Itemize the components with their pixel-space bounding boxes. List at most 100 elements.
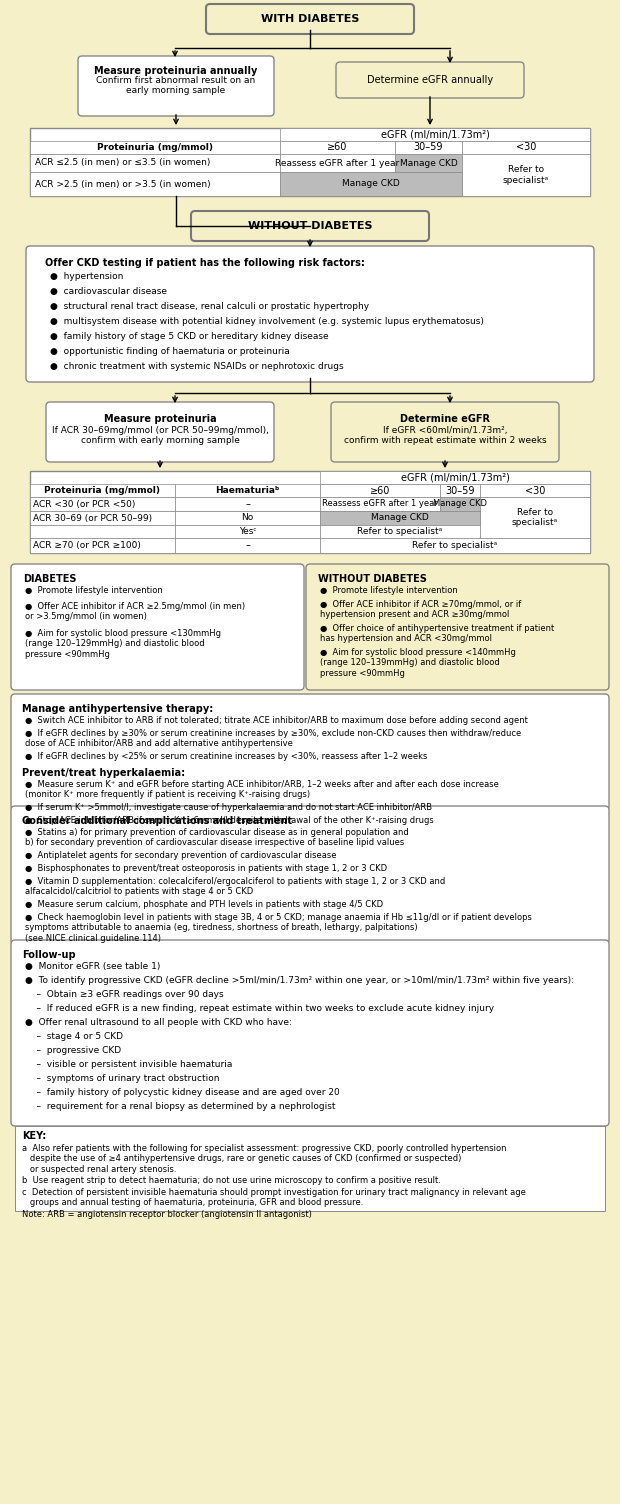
Text: WITHOUT DIABETES: WITHOUT DIABETES	[248, 221, 372, 232]
Bar	[30, 171, 280, 196]
Text: Manage CKD: Manage CKD	[342, 179, 400, 188]
Text: ●  To identify progressive CKD (eGFR decline >5ml/min/1.73m² within one year, or: ● To identify progressive CKD (eGFR decl…	[25, 976, 574, 985]
Bar	[462, 141, 590, 153]
Text: a  Also refer patients with the following for specialist assessment: progressive: a Also refer patients with the following…	[22, 1145, 507, 1173]
Text: 30–59: 30–59	[414, 143, 443, 152]
Text: –  stage 4 or 5 CKD: – stage 4 or 5 CKD	[25, 1032, 123, 1041]
Text: b  Use reagent strip to detect haematuria; do not use urine microscopy to confir: b Use reagent strip to detect haematuria…	[22, 1176, 441, 1185]
Text: Measure proteinuria annually: Measure proteinuria annually	[94, 66, 258, 77]
Text: Measure proteinuria: Measure proteinuria	[104, 414, 216, 424]
Text: –  visible or persistent invisible haematuria: – visible or persistent invisible haemat…	[25, 1060, 233, 1069]
Text: Yesᶜ: Yesᶜ	[239, 526, 256, 535]
Text: ●  Statins a) for primary prevention of cardiovascular disease as in general pop: ● Statins a) for primary prevention of c…	[25, 829, 409, 847]
Text: ●  chronic treatment with systemic NSAIDs or nephrotoxic drugs: ● chronic treatment with systemic NSAIDs…	[50, 362, 343, 371]
Bar	[30, 496, 175, 511]
Text: c  Detection of persistent invisible haematuria should prompt investigation for : c Detection of persistent invisible haem…	[22, 1188, 526, 1208]
Bar	[440, 484, 480, 496]
Bar	[30, 538, 175, 553]
Bar	[30, 141, 280, 153]
Text: 30–59: 30–59	[445, 486, 475, 495]
Text: ●  If eGFR declines by ≥30% or serum creatinine increases by ≥30%, exclude non-C: ● If eGFR declines by ≥30% or serum crea…	[25, 729, 521, 749]
Text: ●  Measure serum calcium, phosphate and PTH levels in patients with stage 4/5 CK: ● Measure serum calcium, phosphate and P…	[25, 899, 383, 908]
Bar	[480, 496, 590, 538]
FancyBboxPatch shape	[306, 564, 609, 690]
Bar	[440, 496, 480, 511]
FancyBboxPatch shape	[26, 247, 594, 382]
Text: ACR <30 (or PCR <50): ACR <30 (or PCR <50)	[33, 499, 135, 508]
Bar	[480, 484, 590, 496]
Text: Manage CKD: Manage CKD	[371, 513, 429, 522]
Text: ≥60: ≥60	[327, 143, 348, 152]
Text: ●  Monitor eGFR (see table 1): ● Monitor eGFR (see table 1)	[25, 963, 161, 972]
Bar	[175, 484, 320, 496]
FancyBboxPatch shape	[336, 62, 524, 98]
Text: <30: <30	[516, 143, 536, 152]
Text: Consider additional complications and treatment: Consider additional complications and tr…	[22, 817, 292, 826]
Bar	[30, 471, 590, 553]
Text: Proteinuria (mg/mmol): Proteinuria (mg/mmol)	[45, 486, 161, 495]
Bar	[30, 511, 175, 525]
Text: –: –	[245, 499, 250, 508]
Text: No: No	[241, 513, 254, 522]
FancyBboxPatch shape	[11, 693, 609, 811]
Bar	[30, 525, 175, 538]
Text: Prevent/treat hyperkalaemia:: Prevent/treat hyperkalaemia:	[22, 769, 185, 778]
Text: Offer CKD testing if patient has the following risk factors:: Offer CKD testing if patient has the fol…	[45, 259, 365, 268]
FancyBboxPatch shape	[11, 564, 304, 690]
Text: –  requirement for a renal biopsy as determined by a nephrologist: – requirement for a renal biopsy as dete…	[25, 1102, 335, 1111]
Bar	[462, 153, 590, 196]
Text: ≥60: ≥60	[370, 486, 390, 495]
Bar	[280, 128, 590, 141]
Text: ●  Promote lifestyle intervention: ● Promote lifestyle intervention	[320, 587, 458, 596]
Text: –  progressive CKD: – progressive CKD	[25, 1045, 121, 1054]
Bar	[320, 484, 440, 496]
Bar	[175, 538, 320, 553]
Bar	[30, 484, 175, 496]
Text: <30: <30	[525, 486, 545, 495]
Text: eGFR (ml/min/1.73m²): eGFR (ml/min/1.73m²)	[381, 129, 489, 140]
Text: ●  Vitamin D supplementation: colecalciferol/ergocalciferol to patients with sta: ● Vitamin D supplementation: colecalcife…	[25, 877, 445, 896]
FancyBboxPatch shape	[78, 56, 274, 116]
Text: Refer to specialistᵃ: Refer to specialistᵃ	[357, 526, 443, 535]
Bar	[395, 153, 462, 171]
Text: ●  cardiovascular disease: ● cardiovascular disease	[50, 287, 167, 296]
Text: ●  Measure serum K⁺ and eGFR before starting ACE inhibitor/ARB, 1–2 weeks after : ● Measure serum K⁺ and eGFR before start…	[25, 781, 499, 800]
Bar	[320, 511, 480, 525]
FancyBboxPatch shape	[46, 402, 274, 462]
Bar	[320, 496, 440, 511]
Text: Refer to specialistᵃ: Refer to specialistᵃ	[412, 541, 498, 550]
Text: If ACR 30–69mg/mmol (or PCR 50–99mg/mmol),
confirm with early morning sample: If ACR 30–69mg/mmol (or PCR 50–99mg/mmol…	[51, 426, 268, 445]
Text: ●  Switch ACE inhibitor to ARB if not tolerated; titrate ACE inhibitor/ARB to ma: ● Switch ACE inhibitor to ARB if not tol…	[25, 716, 528, 725]
Text: ●  If serum K⁺ >5mmol/l, investigate cause of hyperkalaemia and do not start ACE: ● If serum K⁺ >5mmol/l, investigate caus…	[25, 803, 432, 812]
Text: ●  Bisphosphonates to prevent/treat osteoporosis in patients with stage 1, 2 or : ● Bisphosphonates to prevent/treat osteo…	[25, 863, 387, 872]
Text: Refer to
specialistᵃ: Refer to specialistᵃ	[503, 165, 549, 185]
Text: Manage antihypertensive therapy:: Manage antihypertensive therapy:	[22, 704, 213, 714]
Text: Manage CKD: Manage CKD	[433, 499, 487, 508]
Text: ●  Check haemoglobin level in patients with stage 3B, 4 or 5 CKD; manage anaemia: ● Check haemoglobin level in patients wi…	[25, 913, 532, 943]
Text: –  symptoms of urinary tract obstruction: – symptoms of urinary tract obstruction	[25, 1074, 219, 1083]
FancyBboxPatch shape	[331, 402, 559, 462]
Text: Haematuriaᵇ: Haematuriaᵇ	[215, 486, 280, 495]
Text: Reassess eGFR after 1 year: Reassess eGFR after 1 year	[275, 158, 400, 167]
Text: DIABETES: DIABETES	[23, 575, 76, 584]
Bar	[320, 538, 590, 553]
Text: eGFR (ml/min/1.73m²): eGFR (ml/min/1.73m²)	[401, 472, 510, 483]
Text: Refer to
specialistᵃ: Refer to specialistᵃ	[512, 508, 558, 528]
Text: ●  Offer renal ultrasound to all people with CKD who have:: ● Offer renal ultrasound to all people w…	[25, 1018, 292, 1027]
Text: WITHOUT DIABETES: WITHOUT DIABETES	[318, 575, 427, 584]
Text: ACR 30–69 (or PCR 50–99): ACR 30–69 (or PCR 50–99)	[33, 513, 152, 522]
Text: ACR >2.5 (in men) or >3.5 (in women): ACR >2.5 (in men) or >3.5 (in women)	[35, 179, 211, 188]
Bar	[175, 525, 320, 538]
Text: WITH DIABETES: WITH DIABETES	[261, 14, 359, 24]
Bar	[15, 1126, 605, 1211]
Text: ●  Offer ACE inhibitor if ACR ≥2.5mg/mmol (in men)
or >3.5mg/mmol (in women): ● Offer ACE inhibitor if ACR ≥2.5mg/mmol…	[25, 602, 245, 621]
Bar	[280, 153, 395, 171]
Text: ●  opportunistic finding of haematuria or proteinuria: ● opportunistic finding of haematuria or…	[50, 347, 290, 356]
Text: Follow-up: Follow-up	[22, 951, 76, 960]
Text: ACR ≥70 (or PCR ≥100): ACR ≥70 (or PCR ≥100)	[33, 541, 141, 550]
FancyBboxPatch shape	[206, 5, 414, 35]
Bar	[175, 511, 320, 525]
Text: Proteinuria (mg/mmol): Proteinuria (mg/mmol)	[97, 143, 213, 152]
Text: Determine eGFR annually: Determine eGFR annually	[367, 75, 493, 86]
Text: If eGFR <60ml/min/1.73m²,
confirm with repeat estimate within 2 weeks: If eGFR <60ml/min/1.73m², confirm with r…	[343, 426, 546, 445]
